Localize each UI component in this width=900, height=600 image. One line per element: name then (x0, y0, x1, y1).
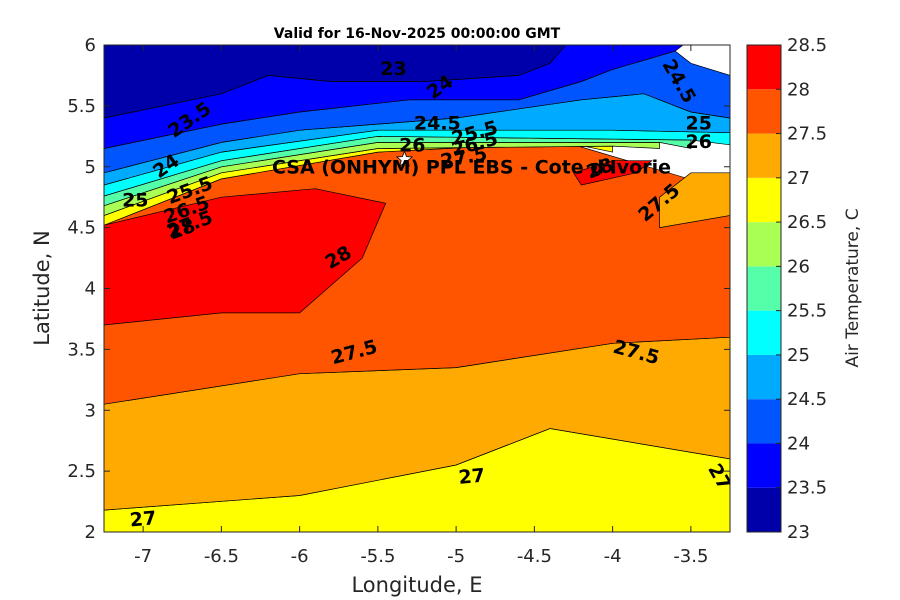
x-tick-label: -5 (447, 546, 465, 567)
colorbar-tick-label: 26.5 (787, 212, 827, 233)
colorbar-segment (747, 487, 781, 532)
x-axis-label: Longitude, E (351, 573, 482, 597)
y-axis: 2 2.5 3 3.5 4 4.5 5 5.5 6 (67, 35, 730, 543)
site-marker-layer: CSA (ONHYM) PPL EBS - Cote d'Ivorie (272, 150, 671, 178)
colorbar-segment (747, 133, 781, 178)
x-tick-label: -3.5 (673, 546, 708, 567)
x-tick-label: -5.5 (360, 546, 395, 567)
colorbar-tick-label: 23.5 (787, 478, 827, 499)
colorbar-tick-label: 25.5 (787, 301, 827, 322)
colorbar-segment (747, 45, 781, 90)
contour-label: 27 (458, 465, 486, 489)
colorbar-segment (747, 399, 781, 444)
colorbar-label: Air Temperature, C (843, 208, 863, 367)
y-tick-label: 4 (85, 279, 96, 300)
colorbar-tick-label: 27.5 (787, 124, 827, 145)
y-tick-label: 3.5 (67, 339, 96, 360)
contour-label: 26 (685, 131, 711, 153)
y-tick-label: 3 (85, 400, 96, 421)
x-tick-label: -6.5 (204, 546, 239, 567)
contour-label: 24.5 (414, 113, 461, 135)
contour-label: 25 (685, 113, 711, 135)
y-tick-label: 5 (85, 157, 96, 178)
contour-label: 26 (399, 135, 425, 157)
contour-label: 25 (122, 189, 148, 211)
site-label: CSA (ONHYM) PPL EBS - Cote d'Ivorie (272, 156, 671, 178)
x-tick-label: -7 (134, 546, 152, 567)
colorbar (746, 44, 782, 533)
contour-fill-layer (104, 45, 730, 532)
x-tick-label: -4.5 (517, 546, 552, 567)
contour-region (659, 172, 730, 229)
colorbar-segment (747, 222, 781, 267)
x-tick-label: -6 (291, 546, 309, 567)
colorbar-tick-label: 26 (787, 256, 810, 277)
colorbar-ticks: 23 23.5 24 24.5 25 25.5 26 26.5 27 27.5 28 28.5 (776, 35, 827, 543)
site-star-marker (395, 150, 414, 167)
colorbar-tick-label: 28.5 (787, 35, 827, 56)
colorbar-tick-label: 28 (787, 79, 810, 100)
x-tick-label: -4 (604, 546, 622, 567)
colorbar-segment (747, 310, 781, 355)
y-tick-label: 2.5 (67, 461, 96, 482)
contour-region (572, 160, 653, 186)
colorbar-segment (747, 177, 781, 223)
colorbar-segment (747, 89, 781, 134)
colorbar-tick-label: 25 (787, 345, 810, 366)
colorbar-frame (746, 44, 782, 533)
colorbar-tick-label: 24 (787, 433, 810, 454)
contour-label: 23 (380, 58, 406, 80)
y-tick-label: 2 (85, 522, 96, 543)
y-axis-label: Latitude, N (30, 230, 54, 346)
colorbar-tick-label: 27 (787, 168, 810, 189)
chart-title: Valid for 16-Nov-2025 00:00:00 GMT (274, 26, 561, 42)
contour-region (104, 188, 387, 326)
y-tick-label: 5.5 (67, 96, 96, 117)
x-axis: -7 -6.5 -6 -5.5 -5 -4.5 -4 -3.5 (134, 45, 708, 567)
colorbar-segment (747, 354, 781, 400)
contour-region (104, 45, 567, 119)
y-tick-label: 4.5 (67, 218, 96, 239)
y-tick-label: 6 (85, 35, 96, 56)
colorbar-segment (747, 443, 781, 488)
colorbar-tick-label: 24.5 (787, 389, 827, 410)
colorbar-segment (747, 266, 781, 311)
colorbar-tick-label: 23 (787, 522, 810, 543)
